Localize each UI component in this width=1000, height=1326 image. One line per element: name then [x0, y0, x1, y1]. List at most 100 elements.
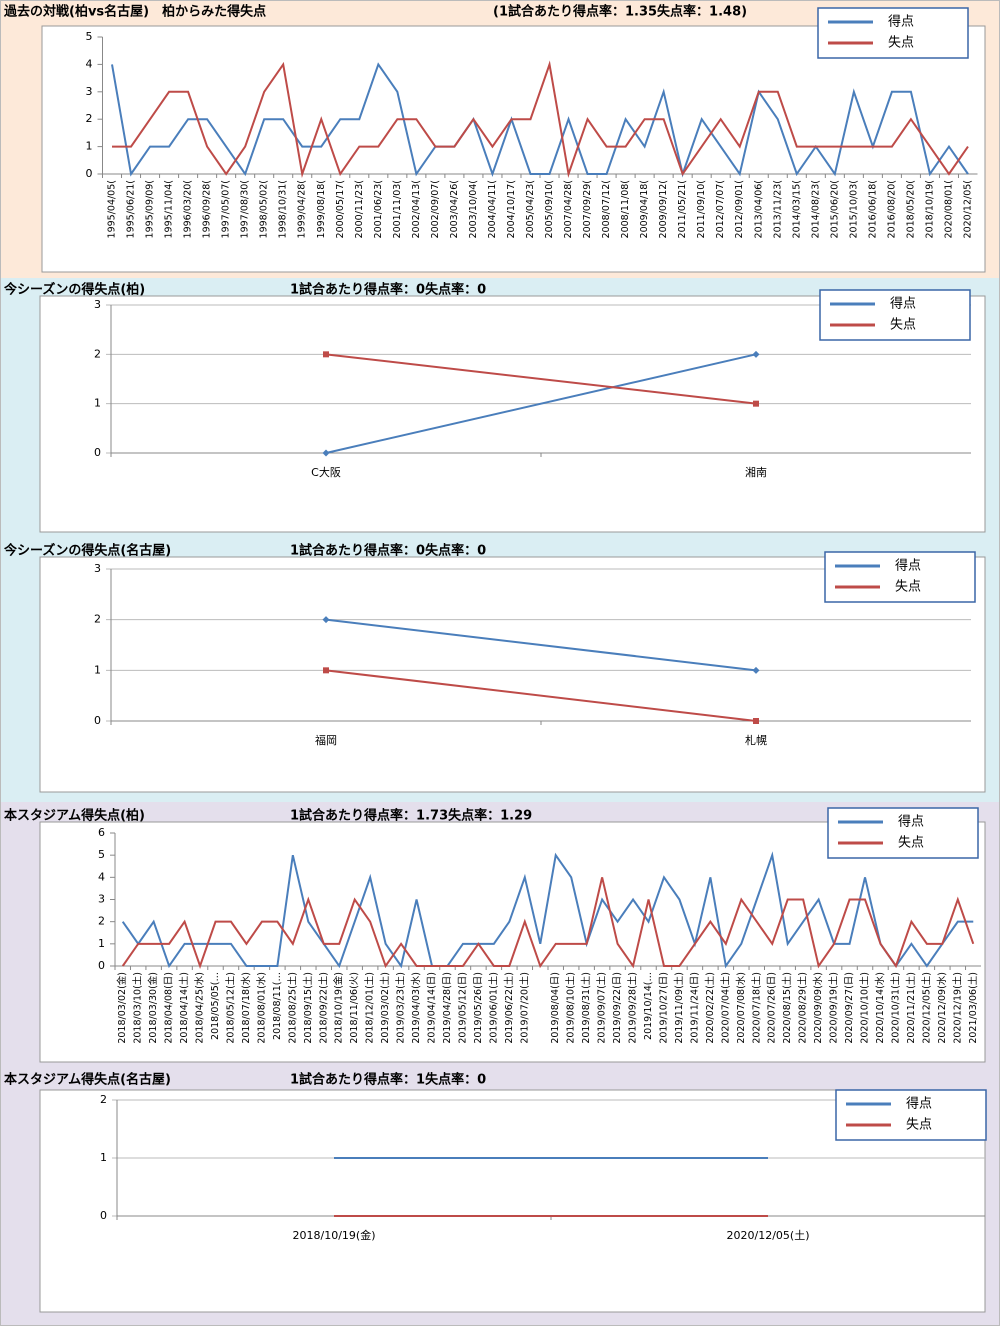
- y-tick-label: 2: [100, 1093, 107, 1106]
- x-tick-label: 2001/11/03(: [392, 180, 403, 238]
- x-tick-label: 2002/09/07(: [430, 180, 441, 238]
- x-tick-label: 2016/06/18(: [867, 180, 878, 238]
- series-line: [325, 618, 757, 672]
- plot-area: [39, 1089, 986, 1313]
- chart-subtitle: (1試合あたり得点率：1.35失点率：1.48): [493, 4, 747, 20]
- x-tick-label: 2008/07/12(: [601, 180, 612, 238]
- x-tick-label: 2020/10/10(土): [859, 972, 871, 1044]
- series-line: [121, 851, 974, 969]
- x-tick-label: 2020/09/09(水): [812, 972, 824, 1044]
- x-tick-label: 福岡: [315, 733, 337, 747]
- x-tick-label: 2018/10/19(金): [333, 972, 345, 1044]
- legend-label: 得点: [898, 814, 924, 830]
- x-tick-label: 2005/04/23(: [525, 180, 536, 238]
- x-tick-label: 2018/05/12(土): [224, 972, 236, 1044]
- point-marker: [752, 666, 760, 674]
- x-tick-label: 2019/03/23(土): [395, 972, 407, 1044]
- x-tick-label: 1999/08/18(: [316, 180, 327, 238]
- x-tick-label: 2018/09/15(土): [302, 972, 314, 1044]
- x-tick-label: 2004/10/17(: [506, 180, 517, 238]
- chart-subtitle: 1試合あたり得点率：0失点率：0: [290, 282, 486, 298]
- x-tick-label: 2019/04/28(日): [442, 972, 453, 1044]
- y-tick-label: 2: [98, 915, 105, 928]
- series-line: [325, 353, 757, 405]
- x-tick-label: 2001/06/23(: [373, 180, 384, 238]
- x-tick-label: 2020/08/29(土): [797, 972, 809, 1044]
- y-tick-label: 1: [86, 140, 93, 153]
- legend-label: 得点: [888, 14, 914, 30]
- x-tick-label: 2020/12/05(土): [920, 972, 932, 1044]
- x-tick-label: 2007/09/29(: [582, 180, 593, 238]
- x-tick-label: 2009/04/18(: [639, 180, 650, 238]
- y-tick-label: 1: [100, 1151, 107, 1164]
- x-tick-label: 2019/10/27(日): [658, 972, 669, 1044]
- x-tick-label: 2019/10/14(…: [643, 972, 654, 1040]
- x-tick-label: 2019/05/26(日): [473, 972, 484, 1044]
- y-tick-label: 3: [98, 893, 105, 906]
- x-tick-label: 2020/07/26(日): [767, 972, 778, 1044]
- x-tick-label: 2016/08/20(: [886, 180, 897, 238]
- x-tick-label: 2015/06/20(: [829, 180, 840, 238]
- y-tick-label: 0: [86, 167, 93, 180]
- x-tick-label: 2020/10/31(土): [889, 972, 901, 1044]
- y-tick-label: 4: [86, 57, 93, 70]
- x-tick-label: 2002/04/13(: [411, 180, 422, 238]
- x-tick-label: 2011/09/10(: [696, 180, 707, 238]
- x-tick-label: 2000/05/17(: [335, 180, 346, 238]
- x-tick-label: 2019/06/22(土): [503, 972, 515, 1044]
- x-tick-label: 2020/08/15(土): [781, 972, 793, 1044]
- legend-label: 失点: [890, 318, 916, 333]
- y-tick-label: 1: [94, 397, 101, 410]
- x-tick-label: 1997/08/30(: [240, 180, 251, 238]
- legend-box: [819, 289, 971, 341]
- y-tick-label: 2: [86, 112, 93, 125]
- y-tick-label: 0: [94, 446, 101, 459]
- y-tick-label: 3: [94, 562, 101, 575]
- plot-area: [41, 25, 986, 273]
- x-tick-label: 2018/03/30(金): [147, 972, 159, 1044]
- chart-title: 本スタジアム得失点(柏): [4, 808, 145, 824]
- x-tick-label: 2019/09/22(日): [612, 972, 623, 1044]
- x-tick-label: 2014/08/23(: [810, 180, 821, 238]
- series-line: [325, 353, 757, 454]
- x-tick-label: 2018/03/10(土): [132, 972, 144, 1044]
- x-tick-label: 2018/12/01(土): [364, 972, 376, 1044]
- x-tick-label: 2015/10/03(: [848, 180, 859, 238]
- legend-box: [835, 1089, 987, 1141]
- point-marker: [322, 616, 330, 624]
- x-tick-label: 2020/07/18(土): [750, 972, 762, 1044]
- x-tick-label: 2018/07/18(水): [240, 972, 252, 1044]
- x-tick-label: 1998/05/02(: [259, 180, 270, 238]
- x-tick-label: 2019/09/28(土): [627, 972, 639, 1044]
- point-marker: [323, 667, 329, 674]
- x-tick-label: 2020/02/22(土): [704, 972, 716, 1044]
- x-tick-label: 札幌: [745, 733, 767, 747]
- y-tick-label: 3: [86, 85, 93, 98]
- x-tick-label: 2020/09/27(日): [844, 972, 855, 1044]
- x-tick-label: 2013/11/23(: [772, 180, 783, 238]
- x-tick-label: 2020/12/19(土): [951, 972, 963, 1044]
- x-tick-label: 2019/04/03(水): [410, 972, 422, 1044]
- x-tick-label: 1995/11/04(: [164, 180, 175, 238]
- x-tick-label: 2019/08/31(土): [580, 972, 592, 1044]
- x-tick-label: 2018/03/02(金): [116, 972, 128, 1044]
- x-tick-label: 1996/03/20(: [183, 180, 194, 238]
- y-tick-label: 3: [94, 298, 101, 311]
- x-tick-label: 2019/11/09(土): [673, 972, 685, 1044]
- x-tick-label: 1998/10/31(: [278, 180, 289, 238]
- x-tick-label: 2008/11/08(: [620, 180, 631, 238]
- chart-title: 今シーズンの得失点(名古屋): [3, 543, 171, 559]
- x-tick-label: 2019/04/14(日): [427, 972, 438, 1044]
- x-tick-label: 2020/07/04(土): [719, 972, 731, 1044]
- x-tick-label: 1995/04/05(: [107, 180, 118, 238]
- chart-title: 本スタジアム得失点(名古屋): [4, 1072, 171, 1088]
- x-tick-label: 2018/09/22(土): [317, 972, 329, 1044]
- x-tick-label: 2020/11/21(土): [905, 972, 917, 1044]
- x-tick-label: 2019/08/04(日): [550, 972, 561, 1044]
- series-line: [111, 62, 969, 178]
- point-marker: [752, 350, 760, 358]
- x-tick-label: 2019/11/24(日): [689, 972, 700, 1044]
- x-tick-label: 2003/10/04(: [468, 180, 479, 238]
- y-tick-label: 0: [100, 1209, 107, 1222]
